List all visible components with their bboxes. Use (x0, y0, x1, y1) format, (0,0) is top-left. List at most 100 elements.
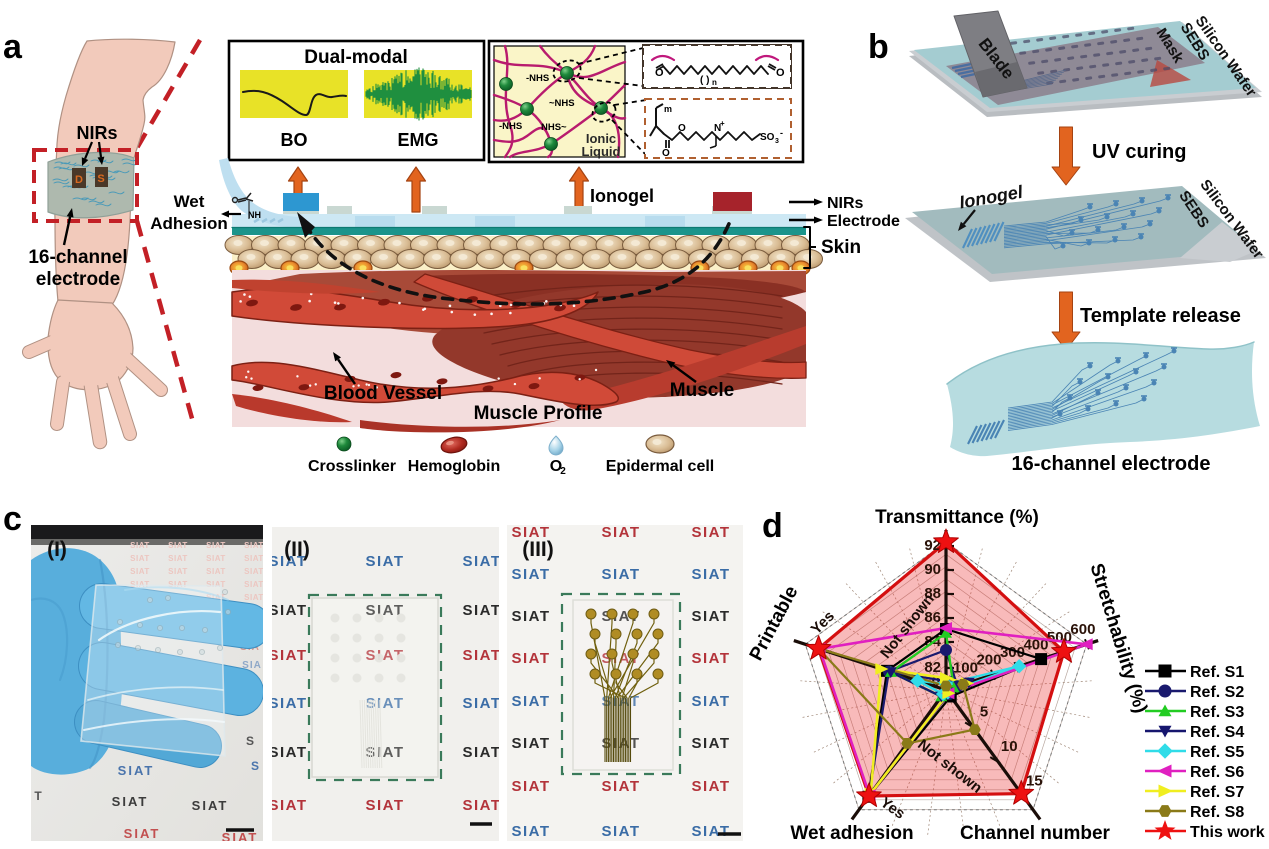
svg-text:EMG: EMG (397, 130, 438, 150)
svg-text:SIAT: SIAT (691, 823, 730, 840)
svg-text:Liquid: Liquid (582, 144, 621, 159)
svg-text:SIAT: SIAT (691, 524, 730, 541)
svg-text:SIAT: SIAT (124, 826, 161, 841)
svg-text:0: 0 (932, 673, 940, 690)
svg-text:SIAT: SIAT (462, 647, 501, 664)
svg-text:SIAT: SIAT (244, 593, 264, 602)
svg-text:NH: NH (248, 210, 261, 220)
svg-text:S: S (246, 734, 254, 748)
svg-text:Ionogel: Ionogel (590, 186, 654, 206)
svg-text:T: T (34, 789, 42, 803)
svg-text:SIAT: SIAT (268, 602, 307, 619)
svg-text:S: S (251, 759, 259, 773)
svg-text:100: 100 (953, 659, 978, 676)
svg-text:S: S (97, 173, 104, 185)
svg-text:90: 90 (924, 561, 941, 578)
svg-text:SIAT: SIAT (268, 744, 307, 761)
svg-text:200: 200 (976, 652, 1001, 669)
svg-text:Ionic: Ionic (586, 131, 616, 146)
svg-text:15: 15 (1026, 773, 1043, 790)
svg-text:Ref. S8: Ref. S8 (1190, 804, 1244, 821)
svg-text:SIAT: SIAT (244, 541, 264, 550)
svg-text:-: - (780, 128, 783, 138)
svg-text:Muscle: Muscle (670, 380, 734, 401)
svg-text:Electrode: Electrode (827, 213, 900, 230)
svg-text:SIAT: SIAT (206, 593, 226, 602)
svg-text:SIAT: SIAT (601, 566, 640, 583)
svg-text:SIAT: SIAT (192, 798, 229, 813)
svg-text:NHS~: NHS~ (541, 122, 567, 133)
svg-text:Template release: Template release (1080, 305, 1241, 327)
svg-text:SIAT: SIAT (462, 602, 501, 619)
svg-text:Ref. S5: Ref. S5 (1190, 744, 1244, 761)
svg-text:SIAT: SIAT (206, 554, 226, 563)
svg-text:N: N (714, 123, 721, 134)
svg-text:SIAT: SIAT (511, 524, 550, 541)
svg-text:d: d (762, 507, 783, 545)
svg-text:16-channel: 16-channel (28, 247, 127, 268)
svg-text:SIAT: SIAT (365, 695, 404, 712)
svg-text:Crosslinker: Crosslinker (308, 458, 396, 475)
svg-text:SIAT: SIAT (268, 553, 307, 570)
svg-text:86: 86 (924, 609, 941, 626)
svg-text:This work: This work (1190, 824, 1265, 841)
svg-text:SIAT: SIAT (691, 778, 730, 795)
svg-text:SIAT: SIAT (462, 695, 501, 712)
svg-text:m: m (664, 104, 672, 114)
svg-text:Wet adhesion: Wet adhesion (790, 823, 913, 844)
svg-text:Wet: Wet (174, 192, 205, 211)
svg-text:~NHS: ~NHS (549, 98, 575, 109)
svg-text:SIAT: SIAT (222, 830, 259, 845)
svg-text:SIAT: SIAT (511, 823, 550, 840)
svg-text:SIAT: SIAT (511, 735, 550, 752)
svg-text:SIAT: SIAT (601, 778, 640, 795)
svg-text:( ): ( ) (700, 75, 709, 86)
svg-text:SIAT: SIAT (206, 541, 226, 550)
svg-text:c: c (3, 500, 22, 538)
svg-text:Ref. S6: Ref. S6 (1190, 764, 1244, 781)
svg-text:SIAT: SIAT (130, 580, 150, 589)
svg-text:SIAT: SIAT (462, 553, 501, 570)
svg-text:SIAT: SIAT (118, 763, 155, 778)
svg-text:Ref. S7: Ref. S7 (1190, 784, 1244, 801)
svg-text:Epidermal cell: Epidermal cell (606, 458, 715, 475)
svg-text:(II): (II) (284, 538, 310, 561)
svg-text:a: a (3, 28, 23, 66)
svg-text:88: 88 (924, 585, 941, 602)
svg-text:SIAT: SIAT (511, 608, 550, 625)
svg-text:SIAT: SIAT (244, 567, 264, 576)
svg-text:SIAT: SIAT (601, 823, 640, 840)
svg-text:SIAT: SIAT (365, 553, 404, 570)
svg-text:SIAT: SIAT (691, 693, 730, 710)
svg-text:SIAT: SIAT (511, 566, 550, 583)
svg-text:400: 400 (1023, 636, 1048, 653)
svg-text:SIAT: SIAT (268, 695, 307, 712)
svg-text:600: 600 (1070, 621, 1095, 638)
svg-text:92: 92 (924, 537, 941, 554)
svg-text:5: 5 (980, 704, 988, 721)
svg-text:NIRs: NIRs (76, 123, 117, 143)
svg-text:SIAT: SIAT (268, 647, 307, 664)
svg-text:(I): (I) (47, 538, 67, 561)
svg-text:SO: SO (760, 132, 775, 143)
svg-text:SIAT: SIAT (511, 650, 550, 667)
svg-text:SIAT: SIAT (365, 797, 404, 814)
svg-text:Ref. S3: Ref. S3 (1190, 704, 1244, 721)
svg-text:SIAT: SIAT (206, 567, 226, 576)
svg-text:SIAT: SIAT (511, 778, 550, 795)
svg-text:(III): (III) (522, 538, 554, 561)
svg-text:16-channel electrode: 16-channel electrode (1012, 453, 1211, 475)
svg-text:SIAT: SIAT (462, 744, 501, 761)
svg-text:SIAT: SIAT (365, 602, 404, 619)
svg-text:SIAT: SIAT (511, 693, 550, 710)
svg-text:SIAT: SIAT (268, 797, 307, 814)
svg-text:SIAT: SIAT (112, 794, 149, 809)
svg-text:BO: BO (281, 130, 308, 150)
svg-text:-NHS: -NHS (499, 121, 522, 132)
svg-text:Muscle Profile: Muscle Profile (474, 403, 603, 424)
svg-text:O: O (776, 67, 785, 79)
svg-text:O: O (550, 458, 562, 475)
svg-text:NIRs: NIRs (827, 195, 864, 212)
svg-text:SIAT: SIAT (691, 650, 730, 667)
svg-text:b: b (868, 28, 889, 66)
